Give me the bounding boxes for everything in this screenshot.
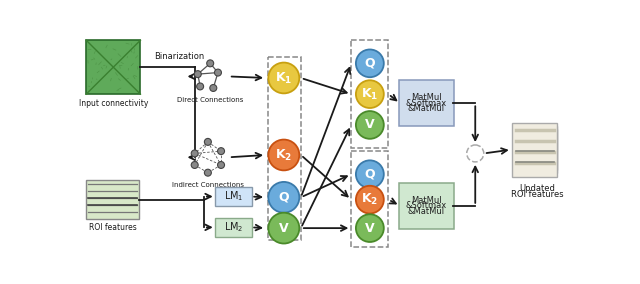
Text: Indirect Connections: Indirect Connections	[172, 182, 244, 188]
Circle shape	[268, 182, 300, 213]
Text: $\mathbf{V}$: $\mathbf{V}$	[364, 118, 376, 131]
FancyBboxPatch shape	[399, 80, 454, 126]
Circle shape	[204, 138, 211, 145]
FancyBboxPatch shape	[399, 183, 454, 229]
Text: MatMul: MatMul	[411, 196, 442, 205]
Circle shape	[467, 145, 484, 162]
Text: $\mathbf{Q}$: $\mathbf{Q}$	[364, 167, 376, 181]
FancyBboxPatch shape	[511, 123, 557, 177]
Text: ROI features: ROI features	[511, 190, 564, 199]
Text: $\mathbf{Q}$: $\mathbf{Q}$	[364, 56, 376, 70]
Text: &Softmax: &Softmax	[406, 201, 447, 210]
Circle shape	[356, 186, 384, 214]
Circle shape	[191, 162, 198, 168]
FancyBboxPatch shape	[215, 187, 252, 206]
Circle shape	[218, 148, 225, 154]
Circle shape	[204, 169, 211, 176]
Text: ROI features: ROI features	[89, 224, 136, 233]
Text: Updated: Updated	[519, 184, 555, 193]
FancyBboxPatch shape	[215, 218, 252, 237]
Text: $\mathrm{LM_2}$: $\mathrm{LM_2}$	[224, 220, 243, 234]
Text: &Softmax: &Softmax	[406, 99, 447, 108]
Circle shape	[356, 49, 384, 77]
Text: &MatMul: &MatMul	[408, 207, 445, 216]
Text: $\mathbf{Q}$: $\mathbf{Q}$	[278, 190, 290, 204]
Text: &MatMul: &MatMul	[408, 104, 445, 113]
Circle shape	[356, 160, 384, 188]
Circle shape	[356, 214, 384, 242]
Circle shape	[210, 85, 217, 91]
Text: $\mathbf{K_2}$: $\mathbf{K_2}$	[361, 192, 378, 207]
Circle shape	[268, 139, 300, 170]
FancyBboxPatch shape	[518, 129, 557, 170]
Text: $\mathbf{V}$: $\mathbf{V}$	[278, 222, 290, 235]
Circle shape	[214, 69, 221, 76]
Text: $\mathbf{V}$: $\mathbf{V}$	[364, 222, 376, 235]
Text: $\mathrm{LM_1}$: $\mathrm{LM_1}$	[223, 190, 243, 203]
FancyBboxPatch shape	[86, 180, 139, 219]
Circle shape	[196, 83, 204, 90]
Circle shape	[268, 62, 300, 93]
Text: Binarization: Binarization	[154, 52, 204, 61]
FancyBboxPatch shape	[86, 40, 140, 94]
Text: $\mathbf{K_2}$: $\mathbf{K_2}$	[275, 147, 292, 162]
Text: $\mathbf{K_1}$: $\mathbf{K_1}$	[361, 87, 378, 102]
Text: Direct Connections: Direct Connections	[177, 97, 243, 103]
Circle shape	[268, 213, 300, 243]
Text: $\mathbf{K_1}$: $\mathbf{K_1}$	[275, 70, 292, 85]
Text: Input connectivity: Input connectivity	[79, 99, 148, 108]
Circle shape	[207, 60, 214, 67]
Circle shape	[356, 80, 384, 108]
Circle shape	[218, 162, 225, 168]
FancyBboxPatch shape	[515, 126, 557, 174]
Text: MatMul: MatMul	[411, 93, 442, 103]
Circle shape	[356, 111, 384, 139]
Circle shape	[191, 150, 198, 157]
Circle shape	[195, 71, 202, 78]
